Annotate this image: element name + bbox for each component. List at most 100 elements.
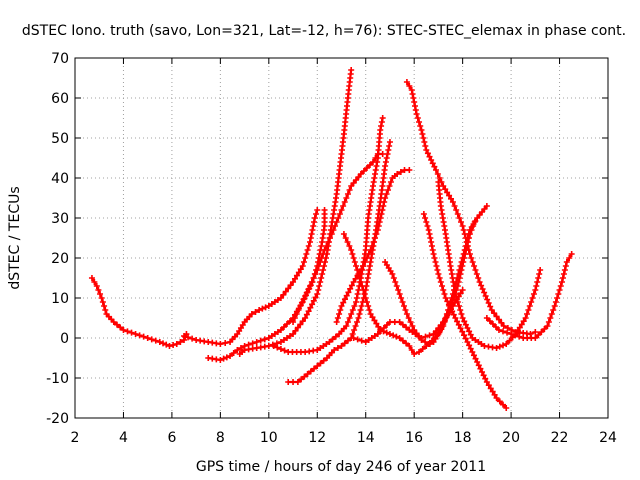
data-point	[340, 203, 347, 209]
series-layer	[88, 67, 575, 411]
data-point	[377, 215, 384, 221]
data-point	[303, 289, 310, 296]
data-point	[409, 329, 416, 335]
data-point	[373, 231, 380, 237]
data-point	[471, 263, 478, 269]
data-point	[460, 259, 467, 265]
data-point	[320, 343, 327, 349]
data-point	[411, 103, 418, 109]
data-point	[442, 295, 449, 301]
data-point	[360, 168, 367, 174]
data-point	[397, 169, 404, 175]
data-point	[341, 199, 348, 205]
data-point	[383, 322, 390, 328]
data-point	[314, 363, 321, 369]
data-point	[345, 289, 352, 296]
data-point	[419, 346, 426, 352]
data-point	[383, 191, 390, 197]
data-point	[318, 243, 325, 249]
data-point	[347, 285, 354, 292]
data-point	[101, 303, 108, 309]
data-point	[363, 255, 370, 261]
data-point	[452, 315, 459, 321]
data-point	[315, 287, 322, 293]
x-tick-label: 4	[119, 430, 128, 446]
data-point	[422, 215, 429, 221]
data-point	[416, 119, 423, 125]
data-point	[464, 325, 471, 331]
data-point	[413, 111, 420, 117]
data-point	[468, 227, 475, 233]
data-point	[403, 311, 410, 317]
data-point	[454, 211, 461, 217]
data-point	[432, 167, 439, 173]
data-point	[303, 251, 310, 257]
data-point	[379, 115, 386, 121]
data-point	[343, 323, 350, 329]
data-point	[354, 319, 361, 325]
data-point	[351, 303, 358, 309]
data-point	[409, 91, 416, 97]
data-point	[338, 343, 345, 349]
data-point	[456, 215, 463, 221]
data-point	[313, 211, 320, 217]
data-point	[302, 255, 309, 261]
data-point	[551, 303, 558, 309]
data-point	[421, 139, 428, 145]
data-point	[378, 211, 385, 217]
data-point	[280, 337, 287, 343]
data-point	[440, 287, 447, 293]
data-point	[555, 291, 562, 297]
x-tick-label: 8	[216, 430, 225, 446]
data-point	[353, 295, 360, 301]
data-point	[472, 355, 479, 362]
data-point	[529, 295, 536, 301]
data-point	[373, 320, 380, 327]
data-point	[392, 279, 399, 285]
data-point	[489, 321, 496, 327]
data-point	[401, 303, 408, 309]
data-point	[365, 251, 372, 257]
data-point	[316, 283, 323, 289]
data-point	[420, 211, 427, 217]
data-point	[483, 315, 490, 321]
data-point	[493, 395, 500, 401]
data-point	[283, 335, 290, 341]
series-arc-1	[88, 275, 190, 349]
data-point	[323, 243, 330, 249]
data-point	[344, 239, 351, 245]
data-point	[455, 321, 462, 328]
data-point	[563, 259, 570, 265]
data-point	[307, 283, 314, 289]
data-point	[376, 219, 383, 225]
data-point	[466, 251, 473, 257]
data-point	[439, 283, 446, 289]
data-point	[356, 275, 363, 281]
data-point	[294, 324, 301, 331]
x-tick-label: 24	[599, 430, 617, 446]
y-axis-label: dSTEC / TECUs	[7, 186, 23, 289]
data-point	[475, 275, 482, 281]
data-point	[349, 307, 356, 313]
data-point	[532, 287, 539, 293]
data-point	[554, 295, 561, 301]
data-point	[431, 163, 438, 170]
data-point	[132, 331, 139, 337]
data-point	[91, 279, 98, 285]
data-point	[320, 251, 327, 257]
data-point	[304, 247, 311, 253]
data-point	[348, 247, 355, 253]
chart-title: dSTEC Iono. truth (savo, Lon=321, Lat=-1…	[22, 23, 626, 39]
data-point	[97, 291, 104, 297]
data-point	[344, 191, 351, 197]
data-point	[317, 259, 324, 265]
data-point	[217, 357, 224, 363]
x-tick-label: 10	[260, 430, 278, 446]
data-point	[386, 331, 393, 337]
data-point	[262, 304, 269, 311]
data-point	[420, 135, 427, 141]
data-point	[312, 294, 319, 301]
data-point	[334, 345, 341, 351]
data-point	[487, 303, 494, 310]
data-point	[173, 341, 180, 347]
